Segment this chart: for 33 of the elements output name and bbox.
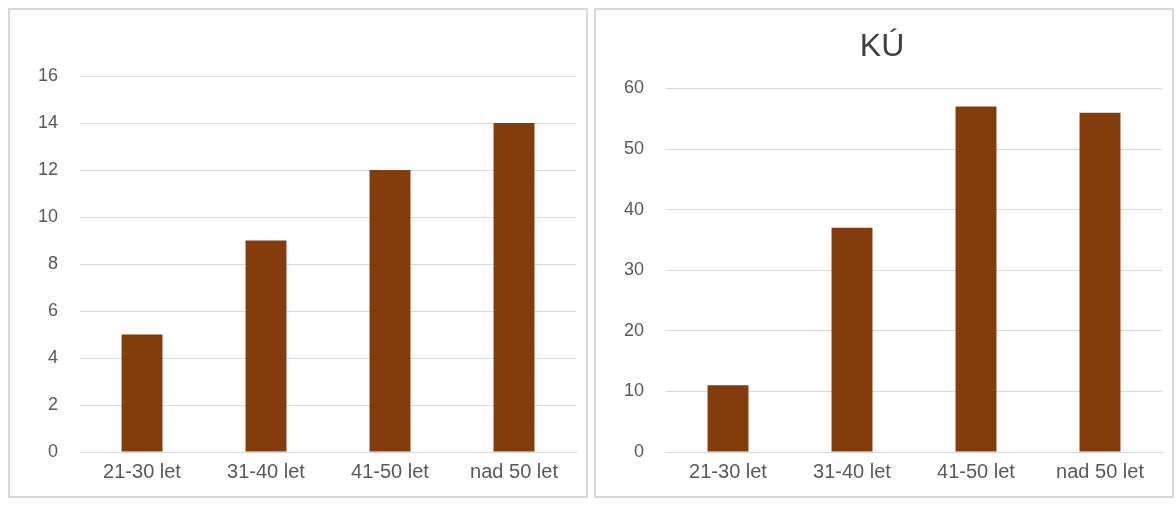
y-tick-label: 0: [634, 440, 645, 461]
x-tick-label: 41-50 let: [937, 459, 1016, 482]
x-tick-label: 31-40 let: [813, 459, 892, 482]
bar: [955, 106, 997, 452]
x-tick-label: nad 50 let: [1056, 459, 1145, 482]
x-tick-label: 31-40 let: [227, 459, 306, 482]
y-tick-label: 20: [623, 319, 645, 340]
y-tick-label: 30: [623, 259, 645, 280]
bar: [369, 170, 411, 452]
y-tick-label: 12: [37, 158, 59, 179]
chart-title: KÚ: [859, 27, 905, 64]
y-tick-label: 50: [623, 137, 645, 158]
y-tick-label: 6: [48, 299, 59, 320]
bar: [707, 385, 749, 452]
y-tick-label: 10: [623, 380, 645, 401]
x-tick-label: 41-50 let: [351, 459, 430, 482]
y-tick-label: 14: [37, 111, 59, 132]
bar: [493, 123, 535, 452]
y-tick-label: 40: [623, 198, 645, 219]
y-tick-label: 16: [37, 64, 59, 85]
x-tick-label: nad 50 let: [470, 459, 559, 482]
bar: [831, 227, 873, 452]
bar: [121, 334, 163, 452]
y-tick-label: 10: [37, 205, 59, 226]
y-tick-label: 4: [48, 346, 59, 367]
y-tick-label: 8: [48, 252, 59, 273]
bar: [245, 240, 287, 452]
y-tick-label: 0: [48, 440, 59, 461]
bar: [1079, 112, 1121, 452]
x-tick-label: 21-30 let: [103, 459, 182, 482]
y-tick-label: 60: [623, 77, 645, 98]
y-tick-label: 2: [48, 393, 59, 414]
x-tick-label: 21-30 let: [689, 459, 768, 482]
